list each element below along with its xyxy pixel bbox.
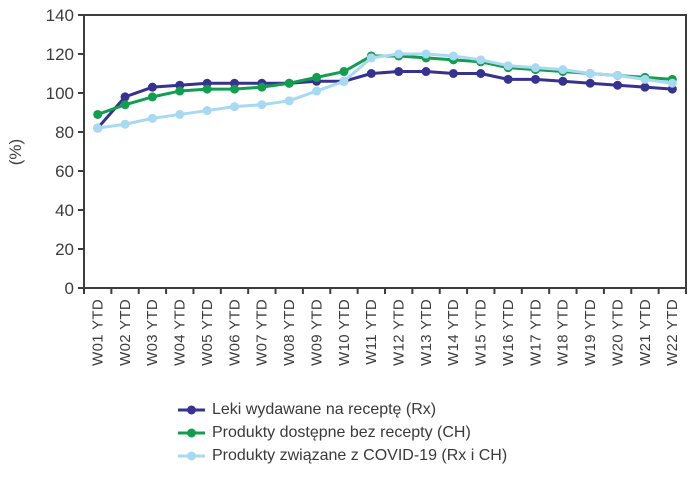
- series-point-0: [448, 69, 458, 78]
- series-point-1: [284, 78, 294, 88]
- series-point-2: [312, 86, 322, 96]
- series-point-2: [640, 74, 650, 84]
- series-point-0: [503, 74, 513, 84]
- legend-row: Produkty dostępne bez recepty (CH): [178, 421, 507, 444]
- y-tick-label: 120: [46, 45, 74, 64]
- series-point-0: [476, 69, 486, 78]
- legend-label: Leki wydawane na receptę (Rx): [212, 400, 437, 418]
- x-tick-label: W12 YTD: [390, 299, 407, 366]
- series-point-0: [147, 82, 157, 92]
- series-point-0: [394, 67, 404, 77]
- y-tick-label: 0: [65, 279, 74, 298]
- x-tick-label: W10 YTD: [336, 299, 353, 366]
- series-line-2: [97, 52, 673, 130]
- x-tick-label: W08 YTD: [281, 299, 298, 366]
- series-point-2: [339, 76, 349, 86]
- series-point-0: [366, 69, 376, 78]
- series-point-1: [120, 100, 130, 110]
- x-tick-label: W07 YTD: [254, 299, 271, 366]
- series-point-2: [613, 70, 623, 80]
- series-point-2: [394, 49, 404, 59]
- x-tick-label: W02 YTD: [117, 299, 134, 366]
- y-tick-label: 40: [55, 201, 74, 220]
- series-point-2: [366, 53, 376, 63]
- x-tick-label: W14 YTD: [445, 299, 462, 366]
- series-point-2: [93, 123, 103, 133]
- series-point-0: [585, 78, 595, 88]
- series-point-2: [448, 51, 458, 61]
- y-tick-label: 100: [46, 84, 74, 103]
- x-tick-label: W09 YTD: [308, 299, 325, 366]
- series-point-0: [531, 74, 540, 84]
- series-point-2: [476, 55, 486, 65]
- series-point-0: [558, 76, 568, 86]
- series-point-0: [640, 82, 650, 92]
- series-point-2: [284, 96, 294, 106]
- series-point-2: [585, 69, 595, 78]
- series-point-2: [667, 78, 677, 88]
- series-point-1: [175, 86, 185, 96]
- y-tick-label: 80: [55, 123, 74, 142]
- series-point-1: [230, 84, 239, 94]
- series-point-2: [230, 102, 239, 112]
- series-point-2: [120, 119, 130, 129]
- x-tick-label: W22 YTD: [664, 299, 681, 366]
- series-point-1: [147, 92, 157, 102]
- legend-label: Produkty związane z COVID-19 (Rx i CH): [212, 446, 508, 464]
- series-point-2: [202, 106, 212, 116]
- legend-marker-icon: [178, 428, 205, 437]
- series-line-0: [96, 70, 673, 130]
- x-tick-label: W21 YTD: [637, 299, 654, 366]
- x-tick-label: W15 YTD: [473, 299, 490, 366]
- series-point-2: [531, 63, 540, 73]
- legend-row: Leki wydawane na receptę (Rx): [178, 398, 507, 421]
- y-tick-label: 60: [55, 162, 74, 181]
- x-tick-label: W18 YTD: [555, 299, 572, 366]
- series-point-2: [175, 109, 185, 119]
- x-tick-label: W17 YTD: [527, 299, 544, 366]
- x-tick-label: W04 YTD: [172, 299, 189, 366]
- series-point-2: [257, 100, 267, 110]
- series-point-1: [312, 72, 322, 82]
- legend-row: Produkty związane z COVID-19 (Rx i CH): [178, 444, 507, 467]
- x-tick-label: W13 YTD: [418, 299, 435, 366]
- x-tick-label: W19 YTD: [582, 299, 599, 366]
- x-tick-label: W05 YTD: [199, 299, 216, 366]
- y-axis-label: (%): [6, 138, 25, 166]
- x-tick-label: W16 YTD: [500, 299, 517, 366]
- series-point-1: [202, 84, 212, 94]
- series-point-1: [257, 82, 267, 92]
- y-tick-label: 140: [46, 6, 74, 25]
- series-point-2: [558, 65, 568, 75]
- legend: Leki wydawane na receptę (Rx) Produkty do…: [178, 398, 507, 467]
- series-point-1: [339, 67, 349, 77]
- series-point-1: [93, 109, 103, 119]
- x-tick-label: W20 YTD: [609, 299, 626, 366]
- series-point-0: [421, 67, 431, 77]
- legend-marker-icon: [178, 405, 205, 414]
- y-tick-label: 20: [55, 240, 74, 259]
- series-point-2: [503, 61, 513, 71]
- chart-canvas: 0 20 40 60 80 100 120 140 W01 YTD W02 YTD W03 YTD W…: [46, 6, 687, 366]
- series-point-2: [421, 49, 431, 59]
- x-tick-label: W01 YTD: [89, 299, 106, 366]
- series-point-2: [147, 113, 157, 123]
- series-point-0: [613, 80, 623, 90]
- x-tick-label: W11 YTD: [363, 299, 380, 365]
- series-point-0: [120, 92, 130, 102]
- legend-label: Produkty dostępne bez recepty (CH): [212, 423, 471, 441]
- x-tick-label: W06 YTD: [226, 299, 243, 366]
- legend-marker-icon: [178, 451, 205, 460]
- x-tick-label: W03 YTD: [144, 299, 161, 366]
